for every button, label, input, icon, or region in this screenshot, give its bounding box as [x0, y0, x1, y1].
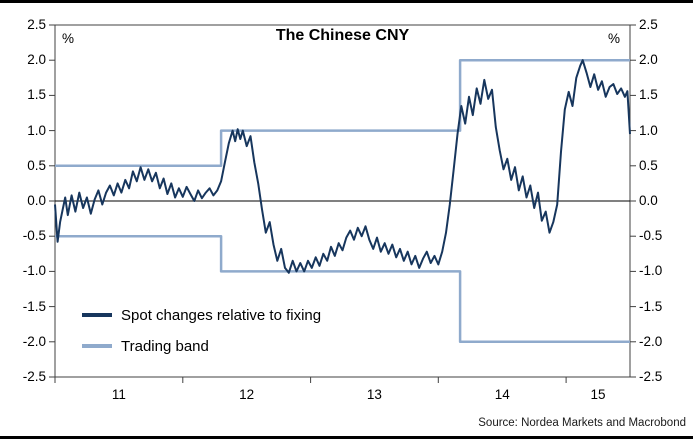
y-axis-label-right: 1.5: [639, 87, 658, 103]
source-attribution: Source: Nordea Markets and Macrobond: [478, 417, 686, 429]
x-axis-label: 15: [590, 387, 606, 402]
y-axis-label-left: 1.0: [27, 122, 46, 138]
x-axis-label: 14: [494, 387, 510, 402]
y-axis-label-right: -0.5: [639, 228, 663, 244]
y-axis-label-left: -2.5: [22, 369, 46, 384]
y-axis-label-right: 1.0: [639, 122, 658, 138]
y-axis-label-left: 2.5: [27, 17, 46, 32]
y-axis-label-left: 0.0: [27, 193, 46, 208]
y-axis-label-left: -1.0: [22, 263, 46, 279]
y-axis-label-left: -0.5: [22, 228, 46, 244]
y-axis-label-right: 0.5: [639, 157, 658, 173]
chart-title: The Chinese CNY: [275, 27, 410, 44]
y-axis-unit-right: %: [607, 31, 620, 46]
x-axis-label: 11: [111, 387, 126, 402]
y-axis-label-left: 0.5: [27, 157, 46, 173]
y-axis-label-left: 1.5: [27, 87, 46, 103]
legend: Spot changes relative to fixing Trading …: [82, 303, 321, 365]
trading-band-swatch: [82, 344, 112, 348]
y-axis-label-right: 2.0: [639, 52, 658, 68]
plot-area: [49, 24, 636, 383]
x-axis-label: 13: [366, 387, 382, 402]
y-axis-label-right: -2.0: [639, 333, 663, 349]
y-axis-label-right: 2.5: [639, 17, 658, 32]
y-axis-label-left: 2.0: [27, 52, 46, 68]
legend-item-spot: Spot changes relative to fixing: [82, 303, 321, 327]
y-axis-label-right: -1.5: [639, 298, 663, 314]
legend-label-band: Trading band: [121, 337, 209, 355]
legend-item-band: Trading band: [82, 334, 321, 358]
y-axis-unit-left: %: [62, 31, 75, 46]
y-axis-label-right: 0.0: [639, 193, 658, 208]
y-axis-label-right: -1.0: [639, 263, 663, 279]
legend-label-spot: Spot changes relative to fixing: [121, 306, 322, 324]
x-axis-label: 12: [239, 387, 255, 402]
y-axis-label-left: -1.5: [22, 298, 46, 314]
y-axis-label-left: -2.0: [22, 333, 46, 349]
spot-line-swatch: [82, 313, 112, 317]
y-axis-label-right: -2.5: [639, 369, 663, 384]
